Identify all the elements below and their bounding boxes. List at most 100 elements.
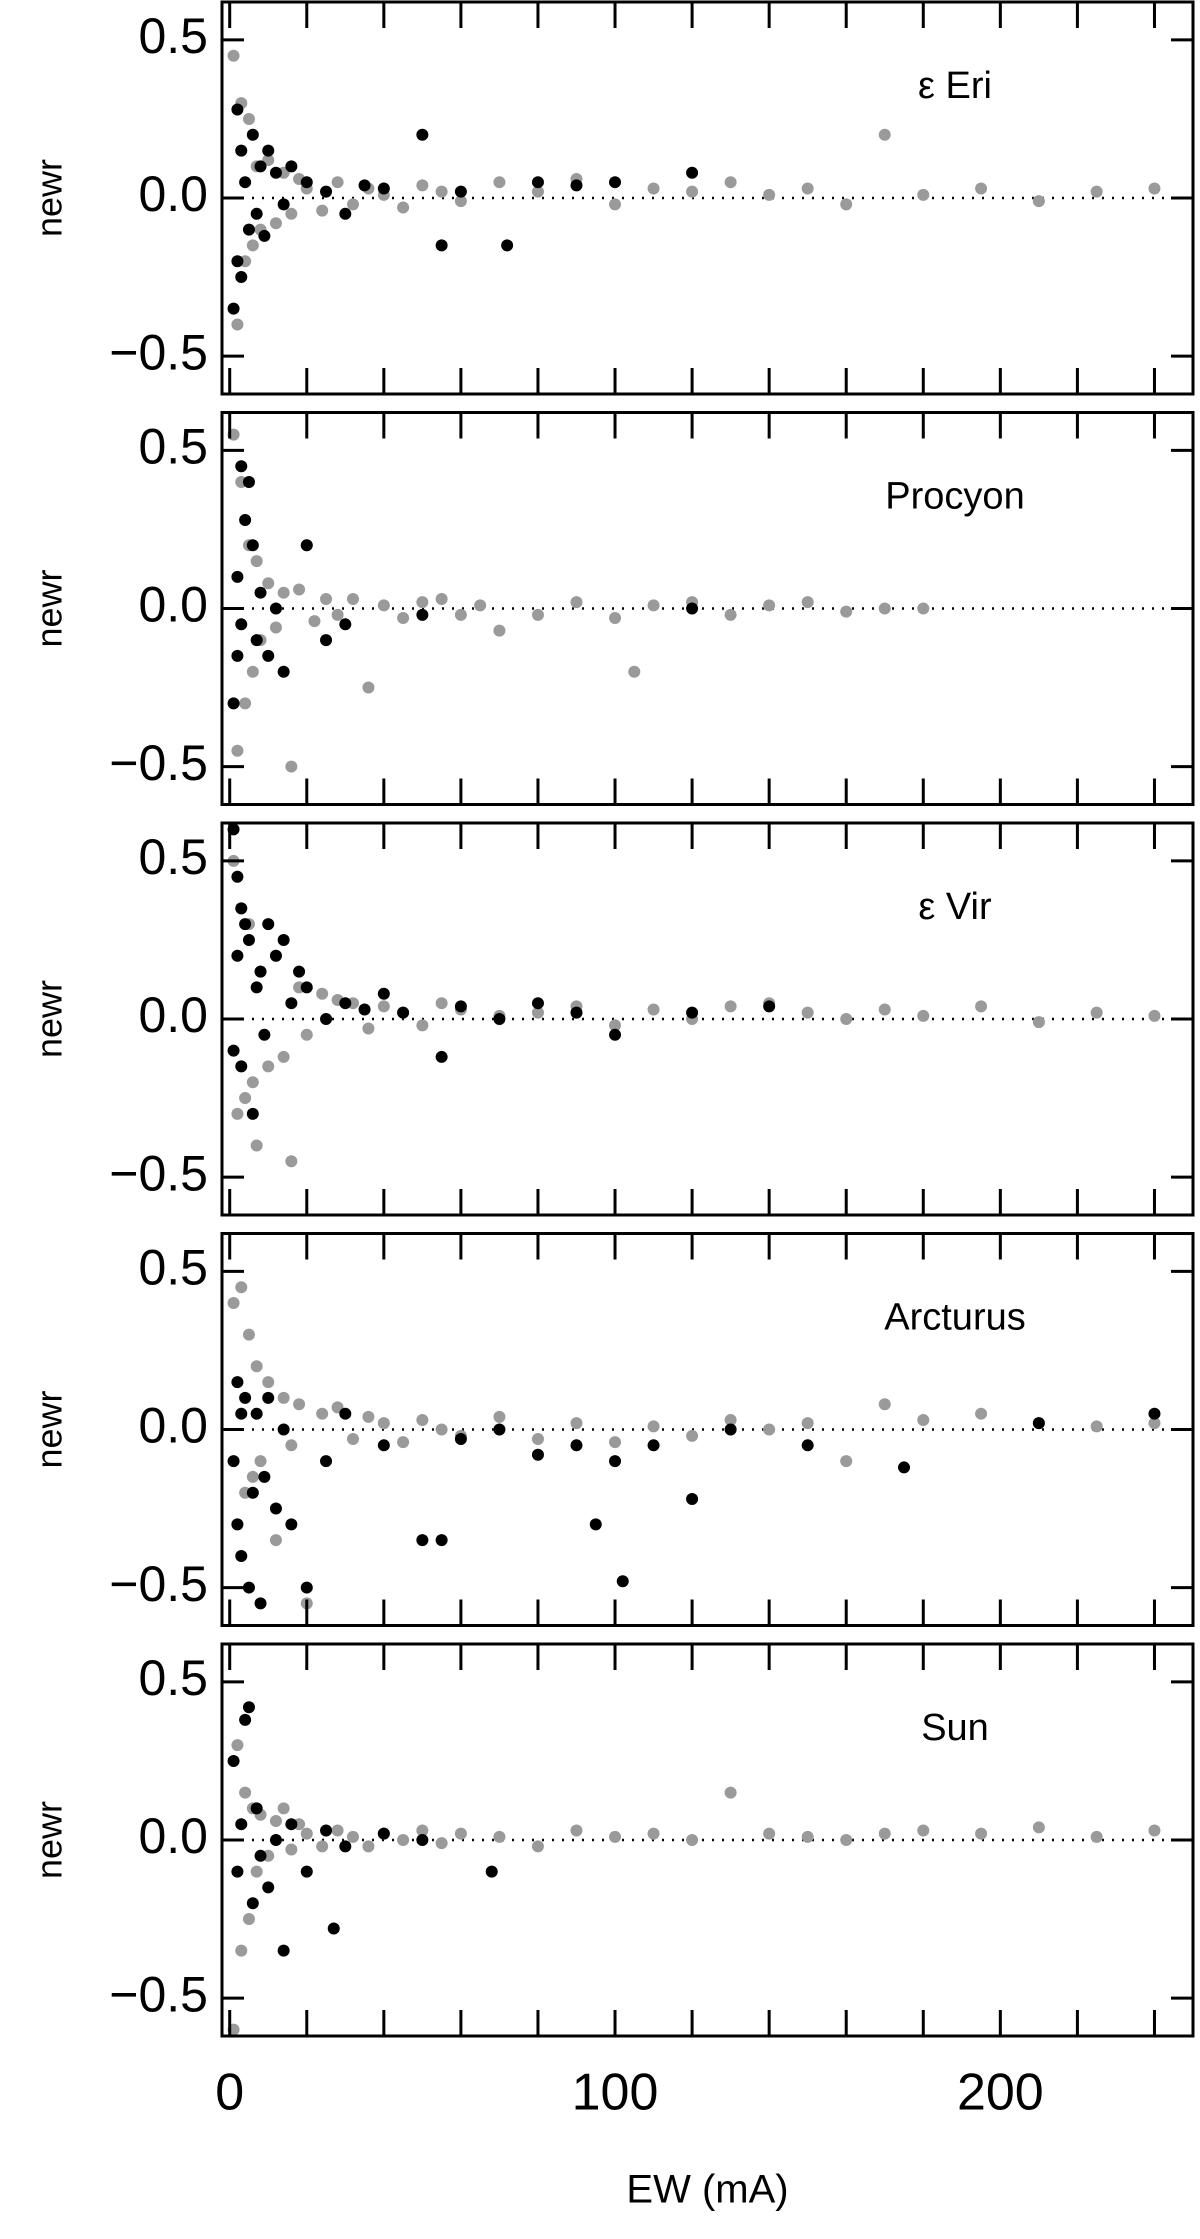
point — [316, 987, 329, 1000]
panel: 0.5 0.0 −0.5 Arcturus newr — [29, 1232, 1195, 1627]
y-tick-label: 0.0 — [138, 1398, 208, 1454]
y-tick-label: 0.5 — [138, 829, 208, 885]
point — [231, 1107, 244, 1120]
point — [235, 271, 248, 284]
point — [1148, 1824, 1161, 1837]
point — [242, 1581, 255, 1594]
point — [1090, 185, 1103, 198]
point — [609, 1028, 622, 1041]
point — [975, 182, 988, 195]
point — [609, 1436, 622, 1449]
point — [235, 618, 248, 631]
point — [763, 188, 776, 201]
point — [327, 1922, 340, 1935]
point — [269, 1834, 282, 1846]
point — [570, 596, 583, 609]
point — [878, 1003, 891, 1016]
point — [840, 198, 853, 211]
point — [724, 1423, 737, 1436]
point — [254, 586, 267, 599]
point — [231, 318, 244, 331]
point — [435, 1837, 448, 1850]
point — [724, 1414, 737, 1427]
point — [416, 596, 429, 609]
point — [531, 608, 544, 621]
panel: 0.5 0.0 −0.50 100 200 Sun newr EW (mA) — [29, 1642, 1195, 2212]
point — [277, 1391, 290, 1404]
point — [801, 1830, 814, 1843]
points — [227, 49, 1161, 331]
point — [840, 605, 853, 618]
point — [493, 1410, 506, 1423]
point — [242, 1701, 255, 1714]
point — [362, 1410, 375, 1423]
point — [397, 1006, 410, 1019]
y-tick-label: 0.5 — [138, 419, 208, 475]
point — [454, 608, 467, 621]
point — [435, 997, 448, 1010]
point — [293, 583, 306, 596]
point — [339, 618, 352, 631]
point — [246, 1486, 259, 1499]
point — [377, 1000, 390, 1013]
point — [362, 1022, 375, 1035]
point — [878, 1827, 891, 1840]
point — [570, 1006, 583, 1019]
point — [1032, 1821, 1045, 1834]
point — [250, 1802, 263, 1815]
plot-frame — [220, 411, 1195, 806]
point — [285, 1843, 298, 1856]
point — [269, 949, 282, 962]
point — [235, 1281, 248, 1294]
point — [231, 949, 244, 962]
point — [878, 602, 891, 615]
point — [358, 179, 371, 192]
point — [231, 103, 244, 116]
x-tick-label: 0 — [215, 2064, 244, 2122]
point — [358, 1003, 371, 1016]
point — [647, 1439, 660, 1452]
point — [250, 207, 263, 220]
point — [262, 918, 275, 931]
point — [917, 188, 930, 201]
point — [258, 229, 271, 242]
point — [493, 1423, 506, 1436]
point — [628, 665, 641, 678]
point — [609, 176, 622, 189]
point — [686, 166, 699, 179]
point — [300, 539, 313, 552]
point — [320, 1455, 333, 1468]
point — [531, 1006, 544, 1019]
point — [269, 621, 282, 634]
panel-label: Arcturus — [884, 1297, 1025, 1339]
point — [878, 128, 891, 141]
point — [331, 176, 344, 189]
point — [377, 987, 390, 1000]
point — [454, 1000, 467, 1013]
y-tick-label: −0.5 — [109, 324, 208, 380]
point — [397, 611, 410, 624]
point — [320, 1824, 333, 1837]
point — [235, 1060, 248, 1073]
point — [416, 608, 429, 621]
point — [250, 1407, 263, 1420]
point — [277, 586, 290, 599]
point — [589, 1518, 602, 1531]
point — [435, 1050, 448, 1063]
y-tick-label: 0.0 — [138, 166, 208, 222]
point — [435, 185, 448, 198]
point — [763, 1000, 776, 1013]
panel-label: Sun — [921, 1707, 989, 1749]
point — [531, 1432, 544, 1445]
point — [501, 239, 514, 252]
point — [801, 1417, 814, 1430]
point — [246, 539, 259, 552]
point — [377, 1439, 390, 1452]
point — [246, 128, 259, 141]
plot-frame — [220, 1232, 1195, 1627]
point — [435, 239, 448, 252]
point — [246, 1076, 259, 1089]
point — [531, 185, 544, 198]
point — [493, 1830, 506, 1843]
